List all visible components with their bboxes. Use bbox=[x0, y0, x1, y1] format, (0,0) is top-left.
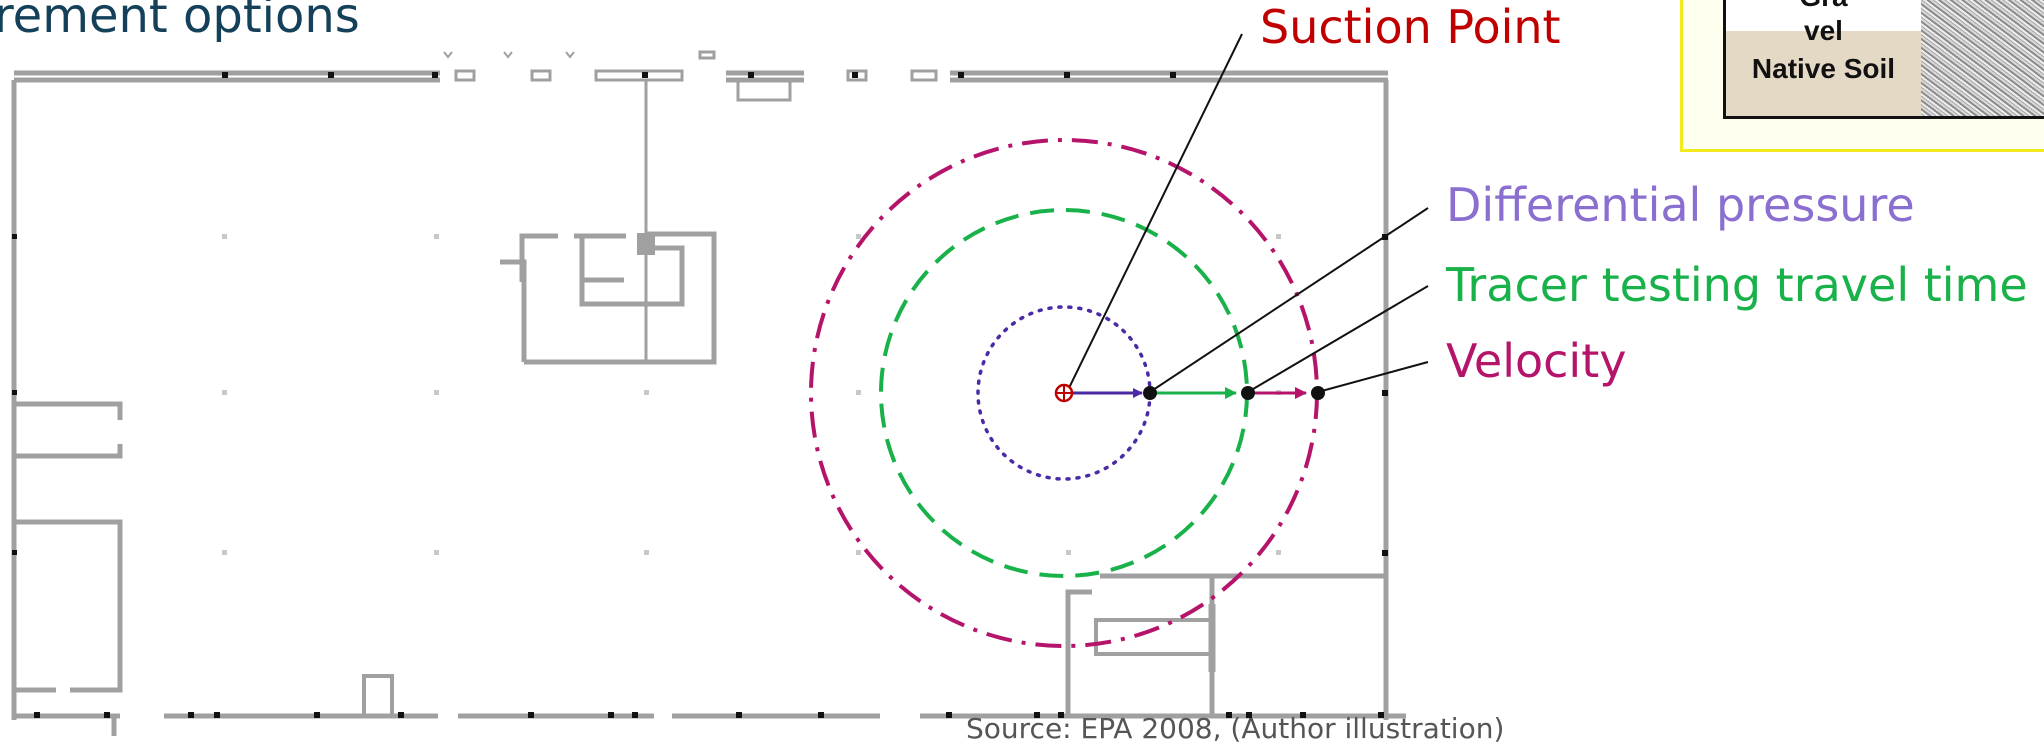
gravel-label-top: Gra bbox=[1726, 0, 1921, 13]
differential-pressure-label: Differential pressure bbox=[1446, 178, 1915, 232]
source-caption: Source: EPA 2008, (Author illustration) bbox=[966, 712, 1505, 745]
leader-lines bbox=[1067, 33, 1429, 393]
suction-point-label: Suction Point bbox=[1260, 0, 1561, 54]
native-soil-label: Native Soil bbox=[1751, 53, 1896, 84]
suction-point-marker bbox=[1054, 383, 1074, 403]
gravel-label-bottom: vel bbox=[1804, 15, 1843, 46]
velocity-point-marker bbox=[1311, 386, 1325, 400]
native-soil-layer bbox=[1726, 31, 1921, 116]
tracer-testing-label: Tracer testing travel time bbox=[1446, 258, 2028, 312]
soil-texture-image bbox=[1921, 0, 2044, 116]
tracer-point-marker bbox=[1241, 386, 1255, 400]
building-walls bbox=[11, 50, 1406, 736]
velocity-label: Velocity bbox=[1446, 334, 1627, 388]
gravel-layer bbox=[1726, 0, 1921, 31]
soil-legend-frame: Gra vel Native Soil bbox=[1723, 0, 2044, 119]
soil-legend-inset: Gra vel Native Soil bbox=[1680, 0, 2044, 152]
differential-point-marker bbox=[1143, 386, 1157, 400]
slide-heading: rement options bbox=[0, 0, 360, 44]
